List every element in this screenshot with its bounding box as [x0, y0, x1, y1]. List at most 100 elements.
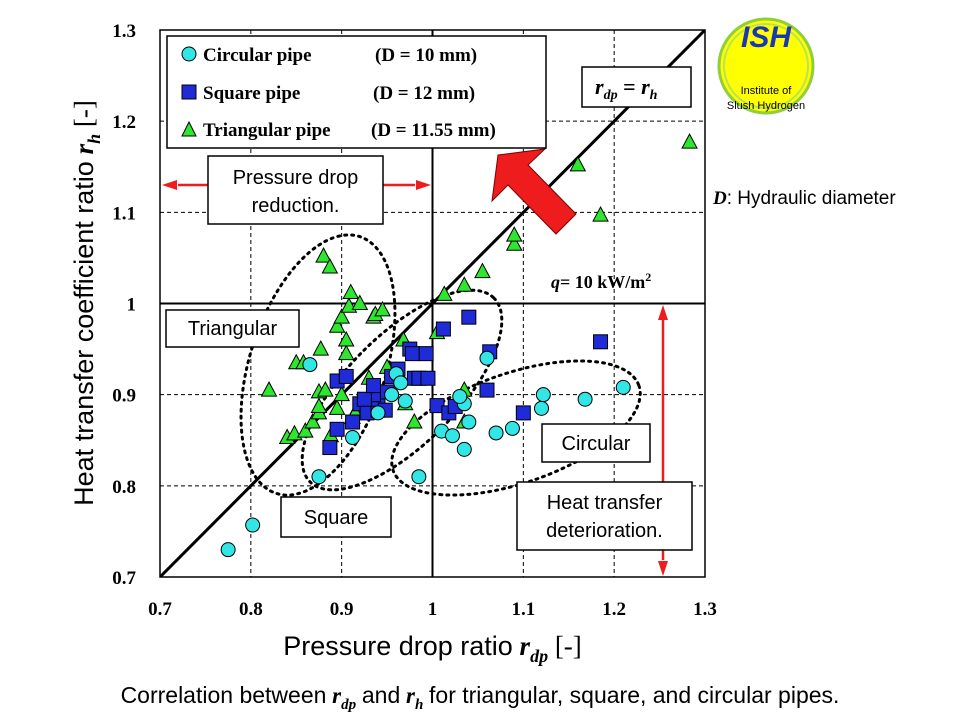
point-triangular	[333, 385, 351, 402]
caption-prefix: Correlation between	[121, 682, 327, 708]
point-triangular	[333, 308, 351, 324]
point-triangular	[337, 344, 355, 361]
pressure-reduction-arrowhead-left	[162, 180, 177, 190]
logo-title: ISH	[741, 21, 792, 54]
point-circular	[245, 517, 261, 533]
reference-dp: dp	[604, 88, 618, 103]
point-square	[420, 370, 436, 386]
y-tick-label: 0.8	[112, 477, 136, 498]
point-circular	[534, 400, 549, 416]
heat-transfer-line2: deterioration.	[546, 520, 663, 542]
x-tick-label: 0.7	[148, 599, 172, 620]
point-circular	[302, 357, 318, 373]
logo-line1: Institute of	[741, 85, 793, 97]
heat-transfer-box	[516, 481, 693, 551]
legend-circular-name: Circular pipe	[203, 45, 312, 66]
caption-rh-symbol: r	[406, 683, 416, 708]
heat-transfer-line1: Heat transfer	[547, 492, 663, 514]
label-box-circular	[541, 423, 651, 463]
caption-suffix: for triangular, square, and circular pip…	[429, 682, 839, 708]
label-triangular: Triangular	[188, 318, 278, 340]
point-triangular	[260, 381, 278, 397]
point-square	[365, 378, 381, 394]
point-triangular	[505, 235, 523, 251]
heat-flux-sup: 2	[645, 270, 651, 284]
y-tick-label: 0.9	[112, 386, 136, 407]
point-triangular	[569, 155, 587, 172]
ellipse-square	[300, 288, 504, 492]
x-tick-label: 1.2	[602, 599, 626, 620]
point-square	[322, 440, 338, 456]
logo-line2: Slush Hydrogen	[727, 100, 805, 112]
point-triangular	[337, 330, 355, 347]
legend-square-name: Square pipe	[203, 83, 300, 104]
y-tick-label: 1.3	[112, 21, 136, 42]
point-circular	[345, 430, 361, 446]
x-axis-label: Pressure drop ratio	[283, 631, 513, 661]
point-square	[418, 346, 434, 362]
point-circular	[311, 469, 327, 485]
ellipse-circular	[390, 359, 642, 497]
point-triangular	[296, 422, 314, 438]
y-axis-symbol: r	[69, 143, 99, 154]
point-triangular	[328, 399, 346, 415]
point-triangular	[681, 133, 698, 149]
point-triangular	[435, 285, 453, 301]
reference-label: rdp = rh	[595, 74, 658, 103]
point-triangular	[315, 247, 332, 263]
pressure-drop-box	[207, 155, 384, 225]
point-square	[461, 309, 477, 325]
point-circular	[535, 387, 551, 403]
reference-line	[160, 30, 705, 577]
y-tick-label: 1	[127, 295, 137, 316]
point-square	[338, 368, 354, 384]
hydraulic-symbol: D	[712, 188, 727, 209]
point-circular	[397, 393, 413, 409]
point-triangular	[316, 381, 334, 397]
hydraulic-note: D: Hydraulic diameter	[712, 188, 896, 209]
label-circular: Circular	[562, 433, 631, 455]
point-square	[405, 346, 421, 362]
x-tick-label: 0.9	[330, 599, 354, 620]
caption-rdp-symbol: r	[332, 683, 342, 708]
point-square	[479, 382, 495, 398]
point-circular	[479, 350, 495, 366]
reference-h: h	[650, 88, 658, 103]
point-square	[356, 391, 372, 407]
legend-circular-diameter: (D = 10 mm)	[375, 45, 477, 66]
heat-deterioration-arrowhead-top	[658, 305, 668, 320]
point-triangular	[474, 262, 491, 279]
point-circular	[577, 391, 593, 407]
pressure-drop-line2: reduction.	[252, 195, 340, 217]
x-axis-unit: [-]	[555, 631, 582, 661]
y-axis-title: Heat transfer coefficient ratio rh [-]	[69, 100, 104, 506]
legend-marker-circle	[181, 46, 197, 62]
point-triangular	[351, 294, 369, 310]
point-circular	[452, 388, 468, 404]
point-square	[515, 405, 531, 421]
x-axis-symbol: r	[520, 631, 531, 661]
reference-r: r	[595, 74, 604, 99]
point-circular	[461, 414, 477, 430]
point-circular	[444, 428, 460, 444]
heat-deterioration-arrowhead-bottom	[658, 561, 668, 576]
x-tick-labels: 0.7 0.8 0.9 1 1.1 1.2 1.3	[148, 599, 717, 620]
x-tick-label: 1.3	[693, 599, 717, 620]
legend-triangular-name: Triangular pipe	[203, 120, 331, 141]
caption-rh-sub: h	[415, 697, 423, 713]
figure-caption: Correlation between rdp and rh for trian…	[121, 682, 840, 713]
reference-label-box	[581, 66, 692, 108]
y-tick-label: 0.7	[112, 568, 136, 589]
improvement-arrow	[491, 148, 577, 235]
ish-logo: ISH Institute of Slush Hydrogen	[717, 17, 815, 115]
heat-flux-label: q= 10 kW/m2	[551, 270, 651, 292]
point-circular	[393, 375, 409, 391]
y-axis-unit: [-]	[69, 100, 99, 127]
label-square: Square	[304, 507, 369, 529]
point-triangular	[312, 340, 330, 356]
hydraulic-text: : Hydraulic diameter	[727, 188, 897, 209]
point-triangular	[455, 276, 473, 292]
pressure-drop-line1: Pressure drop	[233, 167, 359, 189]
reference-r2: r	[641, 74, 650, 99]
